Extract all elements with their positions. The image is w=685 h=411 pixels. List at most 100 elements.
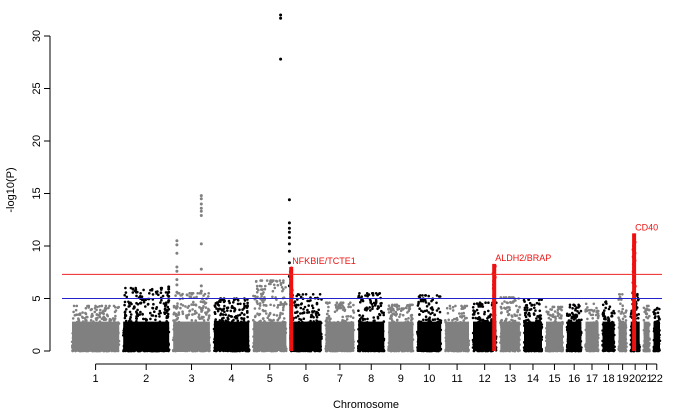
snp-point xyxy=(500,302,504,305)
snp-point xyxy=(142,317,145,321)
snp-point xyxy=(431,308,435,311)
snp-point xyxy=(576,310,579,313)
chromosome-points-8 xyxy=(357,292,386,353)
snp-point xyxy=(584,302,588,306)
snp-point xyxy=(236,302,240,306)
snp-point xyxy=(327,314,331,318)
snp-point xyxy=(214,302,218,305)
snp-point xyxy=(258,302,262,305)
snp-point xyxy=(302,317,306,321)
snp-point xyxy=(369,309,372,312)
snp-point xyxy=(213,311,217,314)
snp-point xyxy=(511,315,514,318)
chromosome-points-18 xyxy=(601,300,616,353)
snp-point xyxy=(447,318,451,322)
snp-point xyxy=(357,294,361,298)
snp-point xyxy=(300,302,304,305)
snp-point xyxy=(624,319,628,322)
snp-point xyxy=(206,318,210,322)
snp-point xyxy=(416,304,420,307)
snp-point xyxy=(260,279,264,282)
snp-point xyxy=(136,308,139,312)
snp-point xyxy=(333,310,337,314)
snp-point xyxy=(226,316,229,320)
snp-point xyxy=(246,301,249,305)
snp-point xyxy=(438,295,442,298)
snp-point xyxy=(280,286,284,289)
snp-point xyxy=(214,318,217,321)
snp-point xyxy=(435,301,438,305)
snp-point xyxy=(427,317,431,321)
snp-point xyxy=(460,307,464,311)
snp-point xyxy=(361,317,365,321)
snp-point xyxy=(215,307,218,310)
snp-point xyxy=(219,298,222,302)
snp-point xyxy=(296,310,299,314)
snp-point xyxy=(357,309,360,313)
snp-point xyxy=(366,294,369,298)
snp-point xyxy=(123,316,127,320)
snp-point xyxy=(135,312,139,315)
snp-point xyxy=(181,292,184,296)
chromosome-band-2 xyxy=(123,321,170,351)
snp-point xyxy=(98,305,101,308)
snp-point xyxy=(577,318,581,322)
snp-point xyxy=(151,306,155,310)
snp-point xyxy=(158,315,161,318)
snp-point xyxy=(425,305,429,308)
snp-point xyxy=(255,299,259,303)
snp-point xyxy=(380,301,383,305)
snp-point xyxy=(418,313,421,316)
snp-point xyxy=(199,300,203,304)
snp-point xyxy=(463,304,467,308)
snp-point xyxy=(107,306,110,310)
snp-point xyxy=(387,308,390,311)
snp-point xyxy=(436,317,440,321)
snp-point xyxy=(111,317,115,320)
snp-point xyxy=(113,310,117,314)
snp-point xyxy=(197,315,200,319)
snp-point xyxy=(438,310,442,314)
snp-point xyxy=(297,303,300,307)
snp-point xyxy=(479,303,483,307)
snp-point xyxy=(422,318,425,322)
snp-point xyxy=(242,319,246,322)
snp-point xyxy=(398,315,401,319)
snp-point xyxy=(302,311,306,314)
snp-point xyxy=(144,298,147,302)
snp-point xyxy=(382,313,386,317)
chromosome-band-14 xyxy=(524,321,542,351)
snp-point xyxy=(224,313,227,317)
snp-point xyxy=(272,304,276,307)
snp-point xyxy=(265,279,269,282)
snp-point xyxy=(113,319,116,322)
snp-point xyxy=(204,306,208,309)
snp-point xyxy=(396,318,399,322)
snp-point xyxy=(172,306,176,309)
snp-point xyxy=(397,304,401,308)
snp-point xyxy=(202,315,205,319)
snp-point xyxy=(574,313,578,317)
snp-point xyxy=(525,308,529,312)
snp-point xyxy=(128,302,131,305)
snp-point xyxy=(310,314,314,317)
snp-point xyxy=(358,318,362,321)
snp-point xyxy=(532,312,536,315)
snp-point xyxy=(191,308,194,311)
snp-point xyxy=(279,301,283,304)
snp-point xyxy=(577,306,580,309)
snp-point xyxy=(116,306,120,310)
snp-point xyxy=(189,296,193,299)
snp-point xyxy=(329,317,332,321)
snp-point xyxy=(424,294,427,297)
chromosome-band-13 xyxy=(500,321,520,351)
snp-point xyxy=(159,301,162,304)
snp-point xyxy=(94,304,97,308)
snp-point xyxy=(72,310,75,314)
snp-point xyxy=(371,293,375,297)
snp-point xyxy=(135,317,138,320)
snp-point xyxy=(229,315,233,318)
snp-point xyxy=(144,305,147,308)
snp-point xyxy=(378,313,382,317)
snp-point xyxy=(84,306,88,310)
